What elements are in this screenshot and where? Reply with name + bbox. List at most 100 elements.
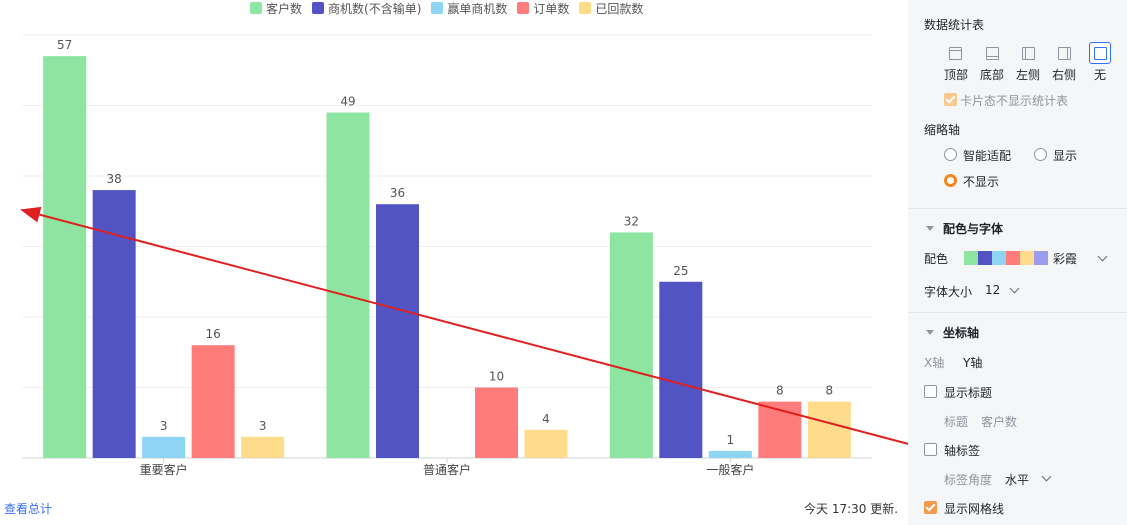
chart-area: 57 38 3 16 3 重要客户 49 36 10 4 普通客户 32 25 1 8 8 一般客户 客户数 商机… xyxy=(4,0,908,516)
font-size-chevron-down-icon[interactable] xyxy=(1009,283,1020,294)
palette-chevron-down-icon[interactable] xyxy=(1097,251,1108,262)
show-radio[interactable] xyxy=(1034,148,1047,161)
legend-label: 赢单商机数 xyxy=(447,1,508,16)
palette-swatch xyxy=(1020,251,1034,265)
legend-item[interactable]: 客户数 xyxy=(250,0,302,17)
right-position-label: 右侧 xyxy=(1051,68,1076,82)
show-label: 显示 xyxy=(1053,149,1078,163)
bar xyxy=(376,204,419,458)
hide-radio[interactable] xyxy=(944,174,957,187)
data-label: 49 xyxy=(340,95,355,109)
bar xyxy=(241,436,285,458)
data-label: 4 xyxy=(542,412,550,426)
data-label: 8 xyxy=(776,384,784,398)
palette-swatch xyxy=(964,251,978,265)
palette-name: 彩霞 xyxy=(1053,252,1078,266)
legend-item[interactable]: 订单数 xyxy=(517,0,569,17)
axis-tick-label-label: 轴标签 xyxy=(944,444,981,458)
none-position-button[interactable] xyxy=(1089,42,1111,64)
update-time-text: 今天 17:30 更新. xyxy=(804,502,899,516)
right-position-button[interactable] xyxy=(1053,42,1075,64)
settings-panel: 数据统计表 顶部 底部 左侧 右侧 无 卡片态不显示统计表 缩略轴 智能适配 显… xyxy=(908,0,1127,525)
card-hide-stats-checkbox[interactable] xyxy=(944,93,957,106)
bar xyxy=(807,401,851,458)
axis-section-title[interactable]: 坐标轴 xyxy=(943,326,980,340)
chart-legend: 客户数 商机数(不含输单) 赢单商机数 订单数 已回款数 xyxy=(250,0,653,16)
bar xyxy=(609,232,653,458)
divider xyxy=(908,208,1127,209)
bottom-position-label: 底部 xyxy=(979,68,1004,82)
bottom-position-button[interactable] xyxy=(981,42,1003,64)
none-position-label: 无 xyxy=(1093,68,1106,82)
divider xyxy=(908,312,1127,313)
collapse-caret-icon[interactable] xyxy=(926,226,934,231)
data-label: 25 xyxy=(673,264,688,278)
axis-tick-label-checkbox[interactable] xyxy=(924,443,937,456)
bar xyxy=(326,112,370,459)
palette-swatch xyxy=(1006,251,1020,265)
tick-angle-chevron-down-icon[interactable] xyxy=(1041,471,1052,482)
data-label: 36 xyxy=(390,186,405,200)
show-title-label: 显示标题 xyxy=(944,386,993,400)
show-title-checkbox[interactable] xyxy=(924,385,937,398)
thumbnail-axis-title: 缩略轴 xyxy=(924,123,961,137)
bar xyxy=(142,436,186,458)
left-position-button[interactable] xyxy=(1017,42,1039,64)
x-tick-label: 重要客户 xyxy=(140,462,188,477)
axis-title-value[interactable]: 客户数 xyxy=(981,415,1018,429)
legend-item[interactable]: 已回款数 xyxy=(579,0,643,17)
right-position-icon xyxy=(1058,47,1071,60)
legend-swatch xyxy=(517,2,530,14)
show-gridline-checkbox[interactable] xyxy=(924,501,937,514)
top-position-button[interactable] xyxy=(944,42,966,64)
data-label: 38 xyxy=(107,172,122,186)
view-total-link[interactable]: 查看总计 xyxy=(4,502,53,516)
tick-angle-value[interactable]: 水平 xyxy=(1005,473,1030,487)
data-label: 3 xyxy=(160,419,168,433)
collapse-caret-icon[interactable] xyxy=(926,330,934,335)
bar xyxy=(708,450,752,458)
font-size-label: 字体大小 xyxy=(924,285,973,299)
x-tick-label: 普通客户 xyxy=(423,462,471,477)
smart-fit-radio[interactable] xyxy=(944,148,957,161)
legend-item[interactable]: 赢单商机数 xyxy=(431,0,507,17)
left-position-label: 左侧 xyxy=(1015,68,1040,82)
tick-angle-label: 标签角度 xyxy=(944,473,993,487)
legend-label: 客户数 xyxy=(266,1,303,16)
bar xyxy=(475,387,518,458)
top-position-icon xyxy=(949,47,962,60)
axis-title-label: 标题 xyxy=(944,415,969,429)
legend-item[interactable]: 商机数(不含输单) xyxy=(312,0,421,17)
bar xyxy=(191,345,235,458)
card-hide-stats-label: 卡片态不显示统计表 xyxy=(960,94,1069,108)
none-position-icon xyxy=(1094,47,1107,60)
legend-label: 已回款数 xyxy=(595,1,644,16)
data-label: 10 xyxy=(489,370,504,384)
left-position-icon xyxy=(1022,47,1035,60)
legend-swatch xyxy=(579,2,592,14)
bar xyxy=(524,429,568,458)
palette-swatch xyxy=(992,251,1006,265)
legend-swatch xyxy=(431,2,444,14)
legend-swatch xyxy=(312,2,325,14)
stats-table-title: 数据统计表 xyxy=(924,18,985,32)
data-label: 1 xyxy=(727,433,735,447)
y-axis-tab[interactable]: Y轴 xyxy=(963,356,983,370)
bar xyxy=(659,281,703,458)
data-label: 32 xyxy=(624,214,639,228)
legend-swatch xyxy=(250,2,262,14)
smart-fit-label: 智能适配 xyxy=(963,149,1012,163)
data-label: 57 xyxy=(57,38,72,52)
bottom-position-icon xyxy=(986,47,999,60)
legend-label: 商机数(不含输单) xyxy=(328,1,422,16)
annotation-arrow xyxy=(20,206,908,445)
data-label: 3 xyxy=(259,419,267,433)
x-tick-label: 一般客户 xyxy=(706,462,754,477)
data-label: 16 xyxy=(206,327,221,341)
hide-label: 不显示 xyxy=(963,175,1000,189)
font-size-value[interactable]: 12 xyxy=(985,283,1001,297)
color-font-section-title[interactable]: 配色与字体 xyxy=(943,222,1004,236)
x-axis-tab[interactable]: X轴 xyxy=(924,356,945,370)
color-scheme-label: 配色 xyxy=(924,252,949,266)
data-label: 8 xyxy=(826,384,834,398)
